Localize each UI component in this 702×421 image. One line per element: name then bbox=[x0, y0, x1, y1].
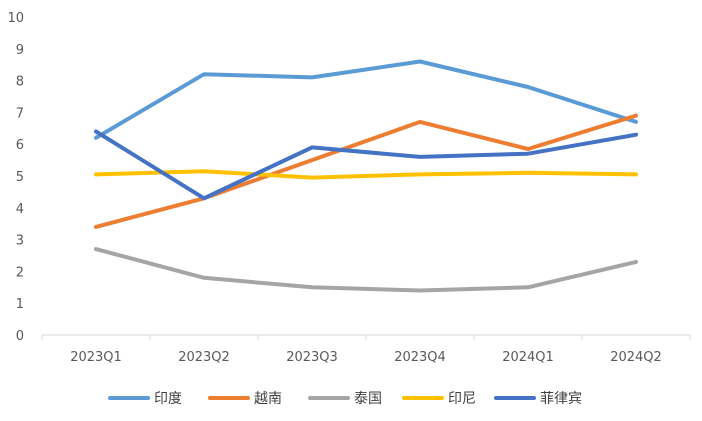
legend-label: 泰国 bbox=[354, 391, 382, 407]
y-tick-label: 6 bbox=[16, 138, 24, 153]
x-tick-label: 2024Q2 bbox=[610, 350, 662, 365]
legend-label: 印度 bbox=[154, 391, 182, 407]
x-axis: 2023Q1 2023Q2 2023Q3 2023Q4 2024Q1 2024Q2 bbox=[41, 335, 691, 365]
series-line bbox=[94, 59, 638, 140]
y-tick-label: 3 bbox=[16, 234, 24, 249]
x-tick-label: 2023Q4 bbox=[394, 350, 446, 365]
y-axis: 0 1 2 3 4 5 6 7 8 9 10 bbox=[7, 11, 24, 344]
y-tick-label: 2 bbox=[16, 265, 24, 280]
legend-label: 越南 bbox=[254, 391, 282, 407]
y-tick-label: 8 bbox=[16, 75, 24, 90]
series-line bbox=[94, 247, 638, 293]
y-tick-label: 1 bbox=[16, 297, 24, 312]
legend-label: 印尼 bbox=[448, 391, 476, 407]
x-tick-label: 2023Q1 bbox=[70, 350, 122, 365]
y-tick-label: 4 bbox=[16, 202, 24, 217]
legend-label: 菲律宾 bbox=[540, 391, 582, 407]
y-tick-label: 9 bbox=[16, 43, 24, 58]
series-line bbox=[94, 129, 638, 201]
plot-area bbox=[94, 59, 638, 293]
series-line bbox=[94, 113, 638, 229]
y-tick-label: 5 bbox=[16, 170, 24, 185]
x-tick-label: 2023Q3 bbox=[286, 350, 338, 365]
legend: 印度 越南 泰国 印尼 菲律宾 bbox=[108, 391, 582, 407]
y-tick-label: 0 bbox=[16, 329, 24, 344]
x-tick-label: 2023Q2 bbox=[178, 350, 230, 365]
x-tick-label: 2024Q1 bbox=[502, 350, 554, 365]
y-tick-label: 10 bbox=[7, 11, 24, 26]
y-tick-label: 7 bbox=[16, 106, 24, 121]
series-line bbox=[94, 169, 638, 180]
